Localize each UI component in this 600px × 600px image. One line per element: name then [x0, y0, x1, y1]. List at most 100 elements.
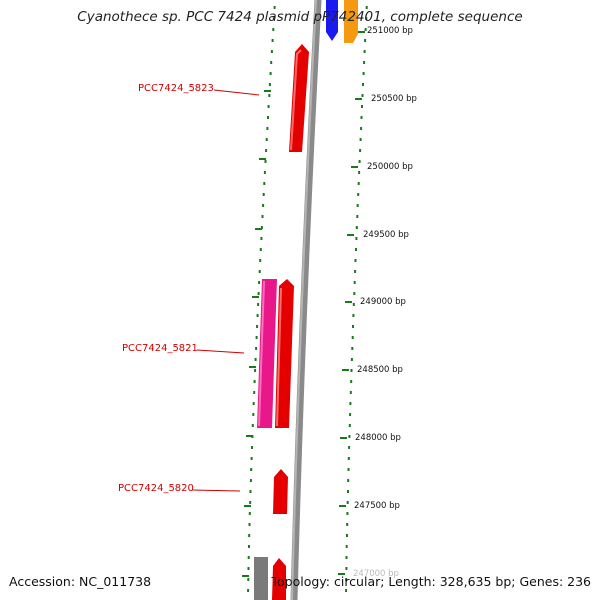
scale-tick — [252, 296, 259, 298]
track-dot — [248, 534, 251, 537]
gene-feature-orange[interactable] — [344, 0, 358, 43]
track-dot — [345, 589, 348, 592]
track-dot — [362, 83, 364, 86]
track-dot — [356, 204, 359, 207]
track-dot — [247, 589, 250, 592]
track-dot — [362, 72, 365, 75]
track-dot — [254, 369, 257, 372]
track-dot — [254, 358, 257, 361]
gene-feature-red-bottom[interactable] — [272, 558, 286, 600]
track-dot — [260, 237, 263, 240]
scale-tick — [347, 234, 354, 236]
scale-tick — [244, 505, 251, 507]
track-dot — [355, 237, 358, 240]
track-dot — [260, 226, 263, 229]
accession-text: Accession: NC_011738 — [9, 574, 152, 589]
track-dot — [272, 17, 275, 20]
track-dot — [271, 39, 274, 42]
track-dot — [272, 28, 275, 31]
scale-label: 250000 bp — [367, 162, 413, 172]
gene-feature-highlight — [276, 287, 282, 427]
track-dot — [249, 501, 252, 504]
track-dot — [257, 303, 260, 306]
track-dot — [255, 347, 258, 350]
track-dot — [363, 50, 366, 53]
track-dot — [253, 380, 256, 383]
scale-label: 251000 bp — [367, 26, 413, 36]
gene-label-leader-5823 — [213, 89, 260, 96]
track-dot — [268, 83, 271, 86]
track-dot — [351, 347, 354, 350]
track-dot — [345, 567, 348, 570]
map-title: Cyanothece sp. PCC 7424 plasmid pP742401… — [77, 9, 523, 25]
track-dot — [252, 402, 255, 405]
track-dot — [359, 149, 362, 152]
track-dot — [358, 160, 361, 163]
scale-track-right-dots — [345, 6, 368, 592]
track-dot — [357, 182, 360, 185]
track-dot — [360, 127, 363, 130]
track-dot — [352, 303, 355, 306]
track-dot — [249, 490, 252, 493]
track-dot — [352, 314, 355, 317]
track-dot — [348, 435, 351, 438]
track-dot — [248, 545, 250, 548]
track-dot — [349, 402, 352, 405]
scale-tick — [358, 31, 365, 33]
track-dot — [365, 17, 368, 20]
track-dot — [248, 512, 251, 515]
pseudo-gene-highlight — [258, 280, 265, 427]
scale-tick — [339, 505, 346, 507]
track-dot — [346, 501, 349, 504]
track-dot — [357, 193, 360, 196]
track-dot — [264, 160, 267, 163]
track-dot — [354, 270, 357, 273]
scale-tick — [246, 435, 253, 437]
track-dot — [347, 457, 350, 460]
track-dot — [346, 512, 349, 515]
track-dot — [249, 479, 252, 482]
scale-label: 248000 bp — [355, 433, 401, 443]
track-dot — [364, 28, 367, 31]
scale-ticks — [242, 31, 365, 577]
track-dot — [354, 259, 357, 262]
track-dot — [256, 325, 259, 328]
track-dot — [353, 281, 356, 284]
track-dot — [269, 72, 272, 75]
gene-feature-pcc7424-5823[interactable] — [289, 44, 309, 152]
scale-label: 250500 bp — [371, 94, 417, 104]
gene-label-leader-5821 — [196, 349, 245, 354]
track-dot — [266, 127, 269, 130]
scale-tick — [340, 437, 347, 439]
track-dot — [348, 424, 351, 427]
scale-label: 247000 bp — [353, 569, 399, 579]
gene-feature-gray[interactable] — [254, 557, 268, 600]
track-dot — [250, 457, 253, 460]
track-dot — [263, 182, 266, 185]
gene-label-pcc7424-5820[interactable]: PCC7424_5820 — [118, 483, 194, 494]
track-dot — [361, 94, 364, 97]
gene-feature-blue[interactable] — [326, 0, 338, 41]
track-dot — [345, 578, 348, 581]
track-dot — [267, 105, 270, 108]
track-dot — [262, 193, 265, 196]
track-dot — [349, 391, 352, 394]
gene-feature-pcc7424-5820[interactable] — [273, 469, 288, 514]
gene-label-pcc7424-5821[interactable]: PCC7424_5821 — [122, 343, 198, 354]
track-dot — [251, 446, 253, 449]
track-dot — [346, 523, 349, 526]
track-dot — [347, 479, 350, 482]
track-dot — [346, 534, 348, 537]
track-dot — [365, 6, 368, 9]
track-dot — [262, 204, 265, 207]
gene-label-pcc7424-5823[interactable]: PCC7424_5823 — [138, 83, 214, 94]
scale-tick — [345, 301, 352, 303]
track-dot — [350, 358, 353, 361]
scale-label: 249500 bp — [363, 230, 409, 240]
track-dot — [251, 424, 254, 427]
track-dot — [347, 490, 349, 493]
track-dot — [273, 6, 276, 9]
track-dot — [355, 248, 357, 251]
feature-track-left-dots — [247, 6, 276, 592]
track-dot — [259, 248, 262, 251]
